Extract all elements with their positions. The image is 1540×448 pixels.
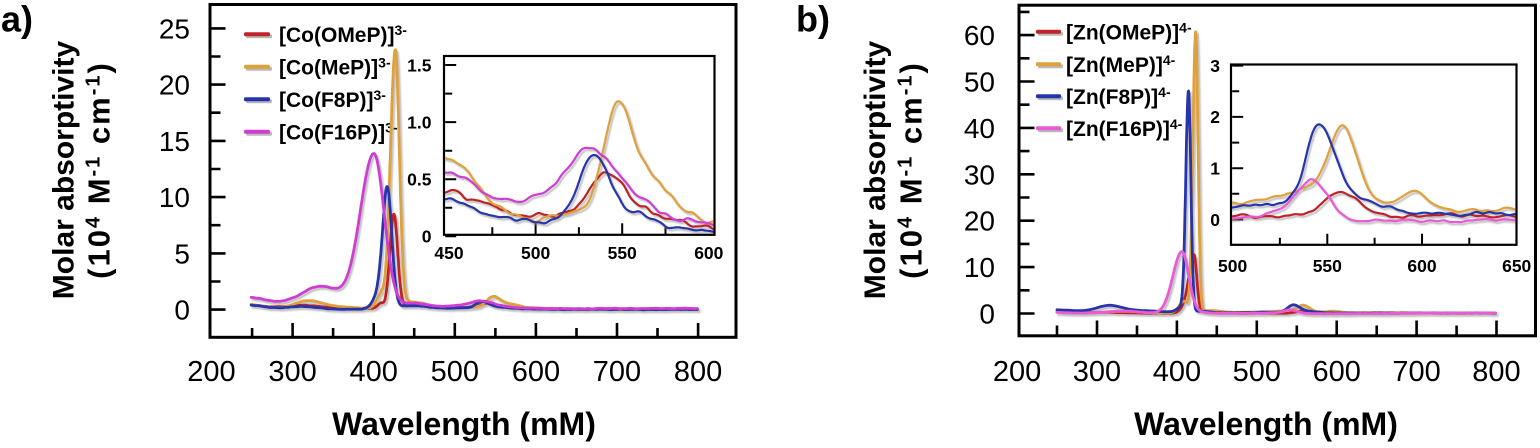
svg-text:3: 3 bbox=[1210, 56, 1220, 76]
svg-text:10: 10 bbox=[964, 252, 995, 283]
svg-text:300: 300 bbox=[1073, 356, 1121, 388]
svg-text:0: 0 bbox=[422, 227, 432, 247]
svg-text:Molar absorptivity: Molar absorptivity bbox=[859, 40, 892, 299]
svg-text:20: 20 bbox=[159, 70, 190, 101]
svg-text:[Zn(F16P)]4-: [Zn(F16P)]4- bbox=[1066, 116, 1183, 141]
svg-text:(104 M-1 cm-1): (104 M-1 cm-1) bbox=[894, 61, 929, 279]
svg-text:15: 15 bbox=[159, 126, 190, 157]
svg-text:700: 700 bbox=[1392, 356, 1440, 388]
svg-text:600: 600 bbox=[512, 356, 560, 388]
svg-text:500: 500 bbox=[1218, 256, 1247, 276]
svg-text:700: 700 bbox=[593, 356, 641, 388]
svg-text:800: 800 bbox=[674, 356, 722, 388]
svg-text:550: 550 bbox=[1313, 256, 1342, 276]
svg-text:30: 30 bbox=[964, 159, 995, 190]
svg-text:200: 200 bbox=[993, 356, 1041, 388]
svg-text:0: 0 bbox=[979, 299, 995, 330]
svg-text:[Zn(OMeP)]4-: [Zn(OMeP)]4- bbox=[1066, 20, 1192, 45]
svg-text:[Zn(F8P)]4-: [Zn(F8P)]4- bbox=[1066, 84, 1171, 109]
svg-text:2: 2 bbox=[1210, 107, 1220, 127]
svg-text:400: 400 bbox=[350, 356, 398, 388]
svg-text:0: 0 bbox=[1210, 210, 1220, 230]
svg-text:25: 25 bbox=[159, 13, 190, 44]
svg-text:[Co(MeP)]3-: [Co(MeP)]3- bbox=[279, 55, 391, 80]
svg-text:300: 300 bbox=[268, 356, 316, 388]
svg-text:60: 60 bbox=[964, 20, 995, 51]
svg-text:40: 40 bbox=[964, 113, 995, 144]
svg-text:(104 M-1 cm-1): (104 M-1 cm-1) bbox=[82, 61, 117, 279]
svg-text:450: 450 bbox=[434, 243, 463, 263]
svg-text:400: 400 bbox=[1153, 356, 1201, 388]
svg-text:800: 800 bbox=[1472, 356, 1520, 388]
svg-text:0: 0 bbox=[174, 295, 190, 326]
svg-text:Wavelength (mM): Wavelength (mM) bbox=[332, 406, 596, 442]
svg-text:[Co(OMeP)]3-: [Co(OMeP)]3- bbox=[279, 22, 407, 47]
svg-text:200: 200 bbox=[187, 356, 235, 388]
svg-text:Molar absorptivity: Molar absorptivity bbox=[47, 40, 80, 299]
svg-text:1.0: 1.0 bbox=[407, 112, 432, 132]
svg-text:500: 500 bbox=[521, 243, 550, 263]
svg-text:a): a) bbox=[1, 0, 33, 40]
svg-text:[Co(F16P)]3-: [Co(F16P)]3- bbox=[279, 120, 398, 145]
svg-text:1.5: 1.5 bbox=[407, 55, 432, 75]
svg-text:550: 550 bbox=[608, 243, 637, 263]
svg-text:1: 1 bbox=[1210, 159, 1220, 179]
svg-text:600: 600 bbox=[1313, 356, 1361, 388]
svg-text:50: 50 bbox=[964, 67, 995, 98]
svg-text:600: 600 bbox=[694, 243, 723, 263]
svg-text:5: 5 bbox=[174, 238, 190, 269]
svg-text:0.5: 0.5 bbox=[407, 170, 432, 190]
svg-text:[Zn(MeP)]4-: [Zn(MeP)]4- bbox=[1066, 52, 1176, 77]
svg-text:20: 20 bbox=[964, 206, 995, 237]
svg-text:b): b) bbox=[796, 0, 830, 40]
svg-text:[Co(F8P)]3-: [Co(F8P)]3- bbox=[279, 87, 386, 112]
svg-text:Wavelength (mM): Wavelength (mM) bbox=[1134, 406, 1398, 442]
svg-text:600: 600 bbox=[1407, 256, 1436, 276]
svg-text:10: 10 bbox=[159, 182, 190, 213]
svg-text:650: 650 bbox=[1502, 256, 1531, 276]
svg-text:500: 500 bbox=[431, 356, 479, 388]
svg-text:500: 500 bbox=[1233, 356, 1281, 388]
